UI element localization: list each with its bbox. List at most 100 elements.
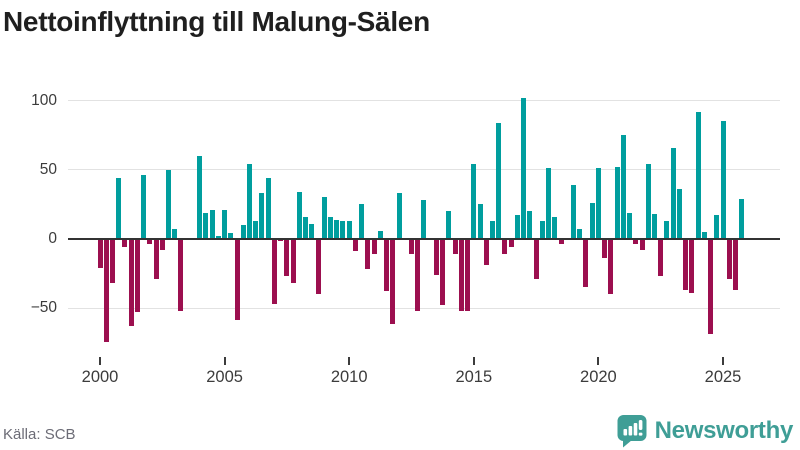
bar xyxy=(489,220,495,239)
bar xyxy=(732,240,738,290)
bar xyxy=(271,240,277,304)
bar xyxy=(259,193,265,239)
bar xyxy=(315,240,321,294)
bar xyxy=(197,155,203,239)
bar xyxy=(695,111,701,239)
bar xyxy=(359,204,365,239)
bar xyxy=(558,240,564,245)
bar xyxy=(147,240,153,245)
bar xyxy=(608,240,614,294)
bar xyxy=(228,233,234,239)
bar xyxy=(109,240,115,283)
bar xyxy=(471,164,477,239)
bar xyxy=(689,240,695,293)
bar xyxy=(328,216,333,239)
bar xyxy=(334,219,340,239)
bar xyxy=(477,204,483,239)
bar xyxy=(577,229,583,239)
bar xyxy=(583,240,589,288)
x-tick-mark xyxy=(722,357,724,365)
bar xyxy=(141,175,147,239)
source-note: Källa: SCB xyxy=(3,426,76,443)
bar xyxy=(240,225,246,239)
bar xyxy=(384,240,390,292)
bar xyxy=(676,189,682,239)
bar xyxy=(546,168,552,239)
bar xyxy=(203,212,209,239)
bar xyxy=(265,178,271,239)
bar xyxy=(458,240,464,311)
bar xyxy=(371,240,377,254)
x-tick-label: 2010 xyxy=(330,368,368,386)
bar xyxy=(390,240,396,325)
bar xyxy=(446,211,452,239)
bar xyxy=(346,220,352,239)
bar xyxy=(570,184,576,239)
bar xyxy=(602,240,608,258)
bar xyxy=(701,232,707,239)
bar xyxy=(296,191,302,239)
bar xyxy=(253,220,259,239)
x-tick-label: 2025 xyxy=(704,368,742,386)
bar xyxy=(365,240,371,270)
bar xyxy=(726,240,732,279)
bar xyxy=(166,169,172,239)
x-axis-line xyxy=(68,238,780,240)
bar xyxy=(134,240,140,313)
bar xyxy=(683,240,689,290)
gridline xyxy=(68,169,780,171)
bar xyxy=(620,135,626,239)
bar xyxy=(720,121,726,239)
bar xyxy=(153,240,159,279)
bar xyxy=(739,198,745,239)
bar xyxy=(159,240,165,250)
bar xyxy=(309,223,315,239)
bar xyxy=(97,240,103,268)
bar xyxy=(234,240,240,321)
y-tick-label: 50 xyxy=(39,160,57,178)
bar xyxy=(215,236,221,239)
x-tick-label: 2005 xyxy=(206,368,243,386)
bar xyxy=(122,240,128,247)
bar xyxy=(658,240,664,276)
bar xyxy=(670,147,676,239)
bar xyxy=(433,240,439,275)
brand-name: Newsworthy xyxy=(654,417,794,444)
x-tick-mark xyxy=(597,357,600,365)
x-tick-mark xyxy=(472,357,475,365)
bar xyxy=(465,240,471,311)
bar xyxy=(278,240,284,242)
bar xyxy=(502,240,508,254)
bar xyxy=(409,240,414,254)
bar xyxy=(664,220,670,239)
bar xyxy=(303,216,309,239)
bar xyxy=(627,212,633,239)
x-tick-mark xyxy=(223,357,226,365)
bar xyxy=(352,240,358,252)
newsworthy-logo: Newsworthy xyxy=(617,414,793,448)
bar xyxy=(496,122,502,239)
bar xyxy=(209,209,215,239)
bar xyxy=(633,240,639,245)
bar xyxy=(527,211,533,239)
bar xyxy=(377,230,383,239)
bar xyxy=(595,168,601,239)
bar xyxy=(178,240,184,311)
bar xyxy=(415,240,421,311)
x-tick-label: 2000 xyxy=(81,368,119,386)
bar xyxy=(116,178,122,239)
bar xyxy=(589,202,595,239)
bar xyxy=(552,216,558,239)
y-tick-label: −50 xyxy=(30,299,57,317)
bar xyxy=(533,240,539,279)
bar xyxy=(651,214,657,239)
y-tick-label: 100 xyxy=(31,91,57,109)
bar xyxy=(708,240,714,335)
bar xyxy=(290,240,296,283)
bar xyxy=(128,240,134,326)
bar xyxy=(483,240,489,265)
bar xyxy=(103,240,109,343)
bar xyxy=(508,240,514,247)
